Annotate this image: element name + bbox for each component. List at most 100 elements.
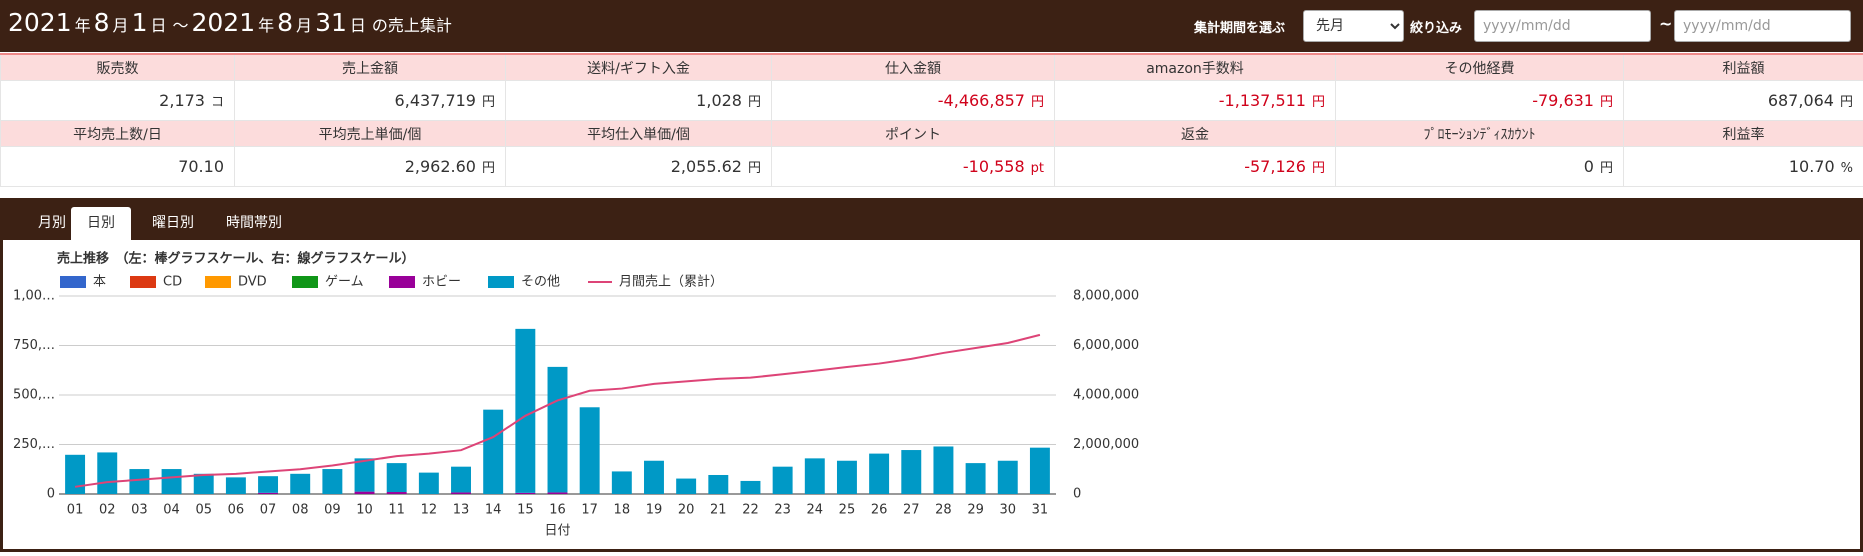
bar [644, 460, 664, 494]
y2-tick-label: 6,000,000 [1073, 338, 1139, 353]
y-tick-label: 0 [47, 487, 55, 502]
legend-swatch [389, 276, 415, 288]
title-part: の売上集計 [371, 16, 452, 35]
bar [65, 454, 86, 494]
title-part: 年 [258, 16, 275, 35]
value: -1,137,511 [1218, 91, 1306, 110]
cell: 70.10 [0, 146, 235, 187]
title-part: 日 [349, 16, 366, 35]
cell: -4,466,857 円 [771, 80, 1055, 121]
bar [258, 492, 279, 494]
bar [676, 478, 697, 494]
col-header: 仕入金額 [771, 53, 1055, 81]
x-tick-label: 06 [228, 503, 245, 518]
col-header: ポイント [771, 120, 1055, 147]
bar [708, 474, 729, 494]
chart: 売上推移 （左：棒グラフスケール、右：線グラフスケール） 0 250,… 500,…… [13, 251, 1139, 539]
bar [386, 492, 407, 494]
bar [129, 469, 150, 494]
bar [386, 463, 407, 493]
value: -10,558 [962, 157, 1025, 176]
unit: 円 [1311, 161, 1325, 176]
chart-title: 売上推移 （左：棒グラフスケール、右：線グラフスケール） [57, 251, 415, 267]
x-tick-label: 02 [99, 503, 116, 518]
bar [579, 407, 600, 494]
bar [515, 492, 536, 494]
title-part: 8 [93, 8, 110, 37]
col-header: 利益額 [1623, 53, 1863, 81]
x-tick-label: 31 [1032, 503, 1049, 518]
y-tick-label: 250,… [13, 437, 55, 452]
bar [901, 450, 922, 494]
period-select[interactable]: 先月 [1303, 10, 1404, 42]
value: 10.70 [1788, 157, 1835, 176]
legend-label: ホビー [422, 275, 461, 290]
col-header: 返金 [1054, 120, 1336, 147]
x-tick-label: 05 [195, 503, 212, 518]
bar [418, 472, 439, 494]
title-part: 2021 [191, 8, 256, 37]
value: 2,962.60 [404, 157, 476, 176]
cell: 1,028 円 [505, 80, 772, 121]
y2-tick-label: 4,000,000 [1073, 388, 1139, 403]
col-header: amazon手数料 [1054, 53, 1336, 81]
x-tick-label: 01 [67, 503, 84, 518]
col-header: 販売数 [0, 53, 235, 81]
bar [483, 409, 504, 494]
bar [290, 473, 311, 494]
title-part: 8 [277, 8, 294, 37]
y2-tick-label: 2,000,000 [1073, 437, 1139, 452]
date-to[interactable] [1674, 10, 1851, 42]
date-from[interactable] [1474, 10, 1651, 42]
value: -4,466,857 [937, 91, 1025, 110]
x-tick-label: 13 [453, 503, 470, 518]
bar [836, 460, 857, 494]
y2-tick-label: 0 [1073, 487, 1081, 502]
col-header: 平均売上数/日 [0, 120, 235, 147]
x-tick-label: 30 [999, 503, 1016, 518]
value: 2,173 [159, 91, 205, 110]
tab[interactable]: 曜日別 [152, 215, 194, 231]
legend-label: 本 [93, 275, 106, 290]
x-tick-label: 03 [131, 503, 148, 518]
title-part: 年 [74, 16, 91, 35]
tab-bar: 月別 日別 曜日別 時間帯別 [0, 198, 1863, 240]
value: -79,631 [1532, 91, 1594, 110]
x-tick-label: 27 [903, 503, 920, 518]
value: 6,437,719 [394, 91, 476, 110]
col-header: 売上金額 [234, 53, 506, 81]
unit: 円 [1311, 95, 1325, 110]
col-header: 平均仕入単価/個 [505, 120, 772, 147]
cell: 2,173 コ [0, 80, 235, 121]
title-part: 月 [296, 16, 313, 35]
tab[interactable]: 日別 [71, 207, 131, 240]
x-tick-label: 20 [678, 503, 695, 518]
unit: 円 [481, 95, 495, 110]
bar [965, 463, 986, 494]
value-row: 2,173 コ 6,437,719 円 1,028 円 -4,466,857 円 -1,137,… [0, 80, 1863, 121]
x-tick-label: 21 [710, 503, 727, 518]
legend-swatch [205, 276, 231, 288]
tab[interactable]: 月別 [38, 215, 66, 231]
x-tick-label: 29 [967, 503, 984, 518]
x-tick-label: 10 [356, 503, 373, 518]
tab[interactable]: 時間帯別 [226, 215, 282, 231]
value: 0 [1583, 157, 1594, 176]
legend-label: 月間売上（累計） [619, 274, 723, 290]
cell: -79,631 円 [1335, 80, 1624, 121]
cell: 2,962.60 円 [234, 146, 506, 187]
bar [451, 466, 471, 493]
bar [997, 460, 1018, 494]
legend-swatch [130, 276, 156, 288]
cell: -10,558 pt [771, 146, 1055, 187]
y-tick-label: 750,… [13, 338, 55, 353]
x-tick-label: 26 [871, 503, 888, 518]
x-tick-label: 24 [807, 503, 824, 518]
chart-panel: 売上推移 （左：棒グラフスケール、右：線グラフスケール） 0 250,… 500,…… [0, 240, 1863, 552]
bar [161, 469, 182, 494]
bar [193, 473, 214, 494]
period-label: 集計期間を選ぶ [1194, 21, 1286, 36]
header-row: 販売数 売上金額 送料/ギフト入金 仕入金額 amazon手数料 その他経費 利益額 [0, 53, 1863, 81]
